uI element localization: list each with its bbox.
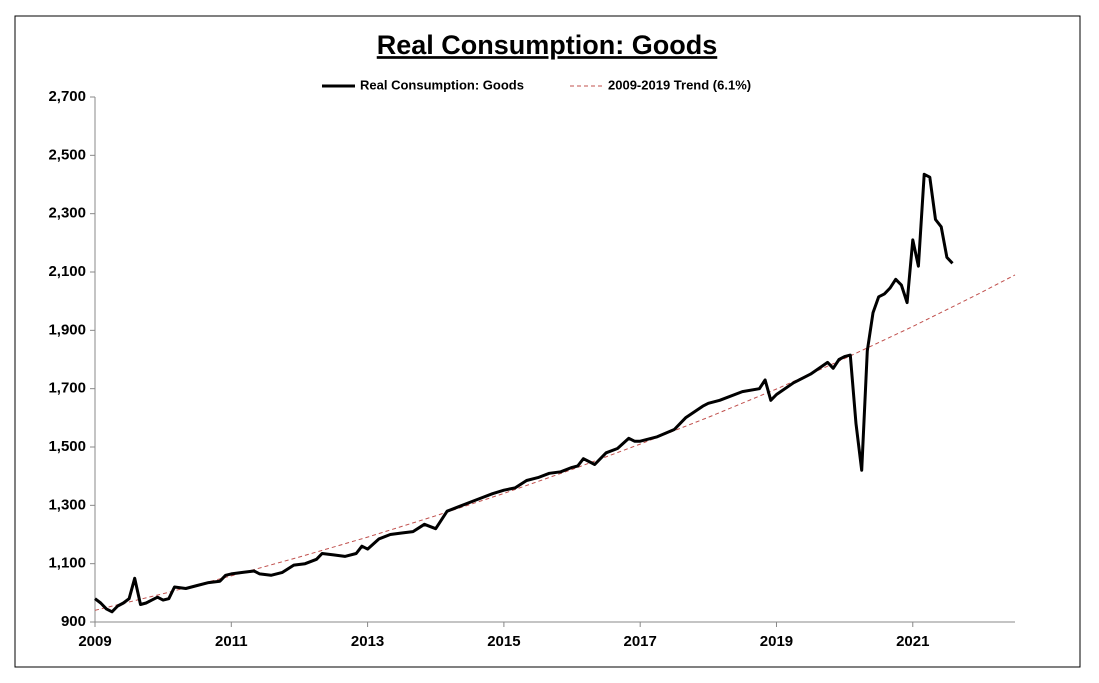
x-tick-label: 2013 <box>351 633 384 650</box>
y-tick-label: 2,300 <box>48 205 86 222</box>
y-tick-label: 2,500 <box>48 146 86 163</box>
x-tick-label: 2011 <box>215 633 248 650</box>
y-tick-label: 1,100 <box>48 555 86 572</box>
x-tick-label: 2015 <box>487 633 520 650</box>
x-tick-label: 2017 <box>623 633 656 650</box>
y-tick-label: 900 <box>61 613 86 630</box>
data-line <box>94 172 954 614</box>
y-tick-label: 1,700 <box>48 380 86 397</box>
legend-label: 2009-2019 Trend (6.1%) <box>608 77 751 92</box>
y-tick-label: 1,500 <box>48 438 86 455</box>
chart-title: Real Consumption: Goods <box>377 30 718 60</box>
y-tick-label: 2,700 <box>48 88 86 105</box>
x-tick-label: 2019 <box>760 633 793 650</box>
x-tick-label: 2021 <box>896 633 929 650</box>
x-tick-label: 2009 <box>78 633 111 650</box>
y-tick-label: 1,900 <box>48 321 86 338</box>
y-tick-label: 1,300 <box>48 496 86 513</box>
y-tick-label: 2,100 <box>48 263 86 280</box>
legend-label: Real Consumption: Goods <box>360 77 524 92</box>
chart-border <box>14 15 1081 668</box>
